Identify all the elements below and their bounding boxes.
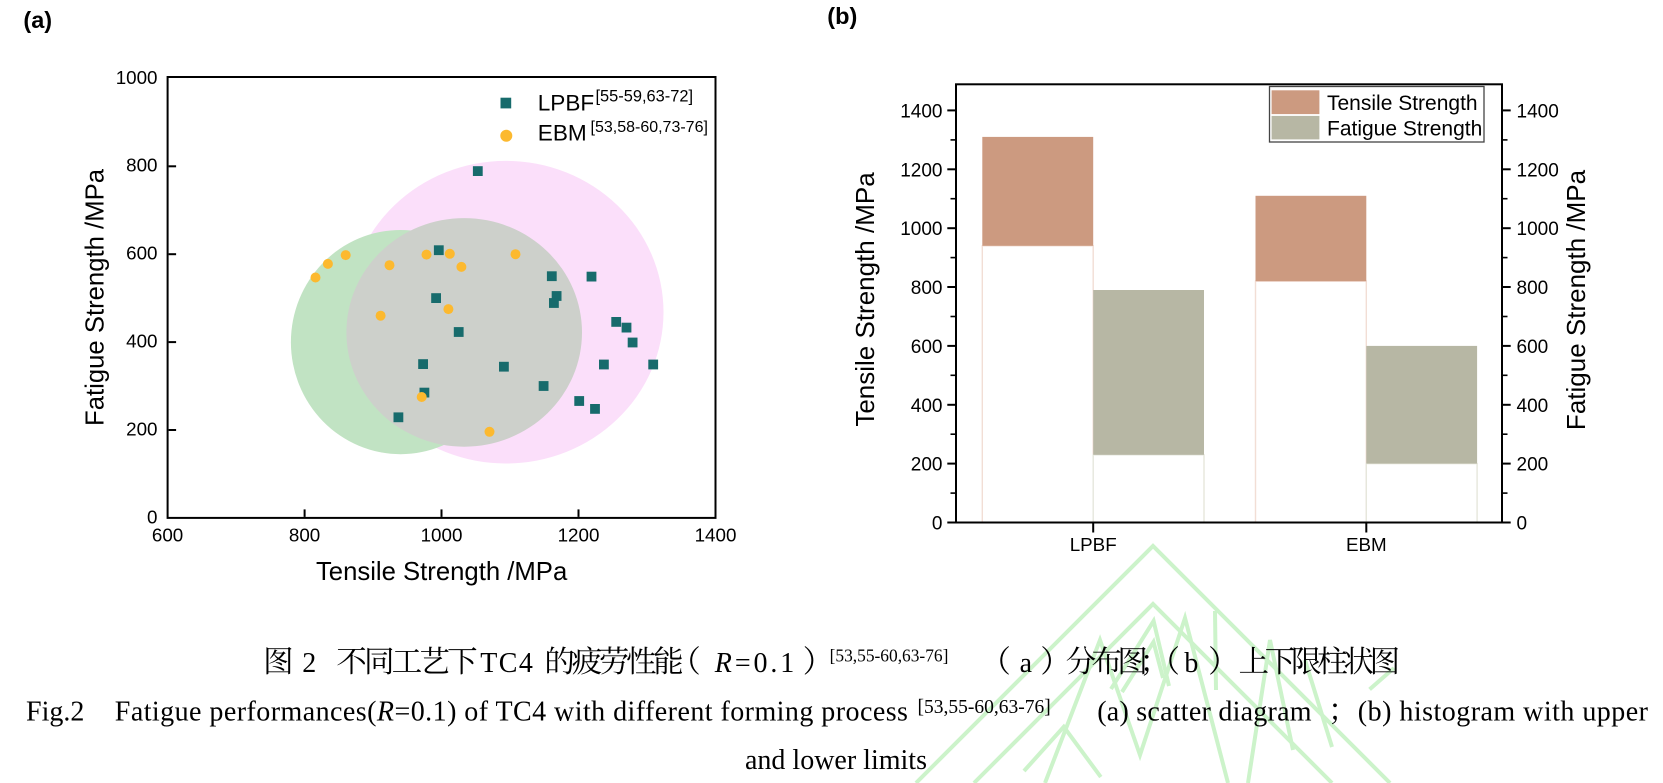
svg-text:Tensile Strength /MPa: Tensile Strength /MPa bbox=[316, 558, 568, 586]
svg-text:EBM: EBM bbox=[538, 120, 587, 145]
svg-text:[53,55-60,63-76]: [53,55-60,63-76] bbox=[830, 646, 949, 666]
svg-text:and lower limits: and lower limits bbox=[745, 745, 927, 776]
svg-text:2: 2 bbox=[302, 648, 316, 679]
svg-text:TC4: TC4 bbox=[480, 648, 534, 679]
svg-text:200: 200 bbox=[1517, 455, 1549, 476]
svg-text:400: 400 bbox=[1517, 396, 1549, 417]
svg-text:Tensile Strength: Tensile Strength bbox=[1327, 92, 1478, 115]
svg-text:R=0.1: R=0.1 bbox=[714, 648, 797, 679]
svg-text:800: 800 bbox=[1517, 278, 1549, 299]
svg-text:800: 800 bbox=[289, 525, 320, 546]
svg-text:1200: 1200 bbox=[1517, 160, 1559, 181]
svg-text:200: 200 bbox=[126, 418, 157, 439]
svg-text:Fatigue Strength /MPa: Fatigue Strength /MPa bbox=[1561, 169, 1591, 430]
svg-text:1000: 1000 bbox=[421, 525, 463, 546]
svg-text:1000: 1000 bbox=[1517, 219, 1559, 240]
svg-text:1200: 1200 bbox=[558, 525, 600, 546]
svg-text:400: 400 bbox=[911, 396, 943, 417]
svg-text:(a) scatter diagram: (a) scatter diagram bbox=[1097, 697, 1312, 728]
svg-text:Tensile Strength /MPa: Tensile Strength /MPa bbox=[850, 172, 880, 427]
svg-text:LPBF: LPBF bbox=[1070, 534, 1117, 555]
svg-text:Fatigue Strength /MPa: Fatigue Strength /MPa bbox=[82, 168, 110, 426]
svg-text:Fatigue Strength: Fatigue Strength bbox=[1327, 117, 1482, 140]
svg-text:1400: 1400 bbox=[695, 525, 737, 546]
svg-text:Fig.2: Fig.2 bbox=[26, 697, 84, 728]
svg-text:800: 800 bbox=[911, 278, 943, 299]
svg-text:1400: 1400 bbox=[1517, 101, 1559, 122]
svg-text:(b): (b) bbox=[827, 3, 857, 29]
svg-text:[53,55-60,63-76]: [53,55-60,63-76] bbox=[918, 697, 1051, 718]
svg-text:b: b bbox=[1184, 648, 1198, 679]
svg-text:600: 600 bbox=[152, 525, 183, 546]
svg-text:[55-59,63-72]: [55-59,63-72] bbox=[596, 88, 694, 106]
svg-text:(a): (a) bbox=[23, 7, 52, 33]
svg-text:200: 200 bbox=[911, 455, 943, 476]
svg-text:1000: 1000 bbox=[116, 67, 158, 88]
svg-text:0: 0 bbox=[932, 514, 943, 535]
svg-text:0: 0 bbox=[1517, 514, 1528, 535]
svg-text:0: 0 bbox=[147, 506, 157, 527]
svg-text:Fatigue performances(R=0.1) of: Fatigue performances(R=0.1) of TC4 with … bbox=[115, 697, 909, 728]
svg-text:800: 800 bbox=[126, 155, 157, 176]
svg-text:[53,58-60,73-76]: [53,58-60,73-76] bbox=[591, 119, 708, 136]
svg-text:600: 600 bbox=[911, 337, 943, 358]
svg-text:600: 600 bbox=[126, 243, 157, 264]
svg-text:EBM: EBM bbox=[1346, 534, 1387, 555]
svg-text:400: 400 bbox=[126, 331, 157, 352]
svg-text:1400: 1400 bbox=[900, 101, 942, 122]
svg-text:1200: 1200 bbox=[900, 160, 942, 181]
svg-text:(b) histogram with upper: (b) histogram with upper bbox=[1358, 697, 1649, 728]
svg-text:a: a bbox=[1020, 648, 1033, 679]
svg-text:LPBF: LPBF bbox=[538, 91, 595, 116]
svg-text:1000: 1000 bbox=[900, 219, 942, 240]
svg-text:600: 600 bbox=[1517, 337, 1549, 358]
